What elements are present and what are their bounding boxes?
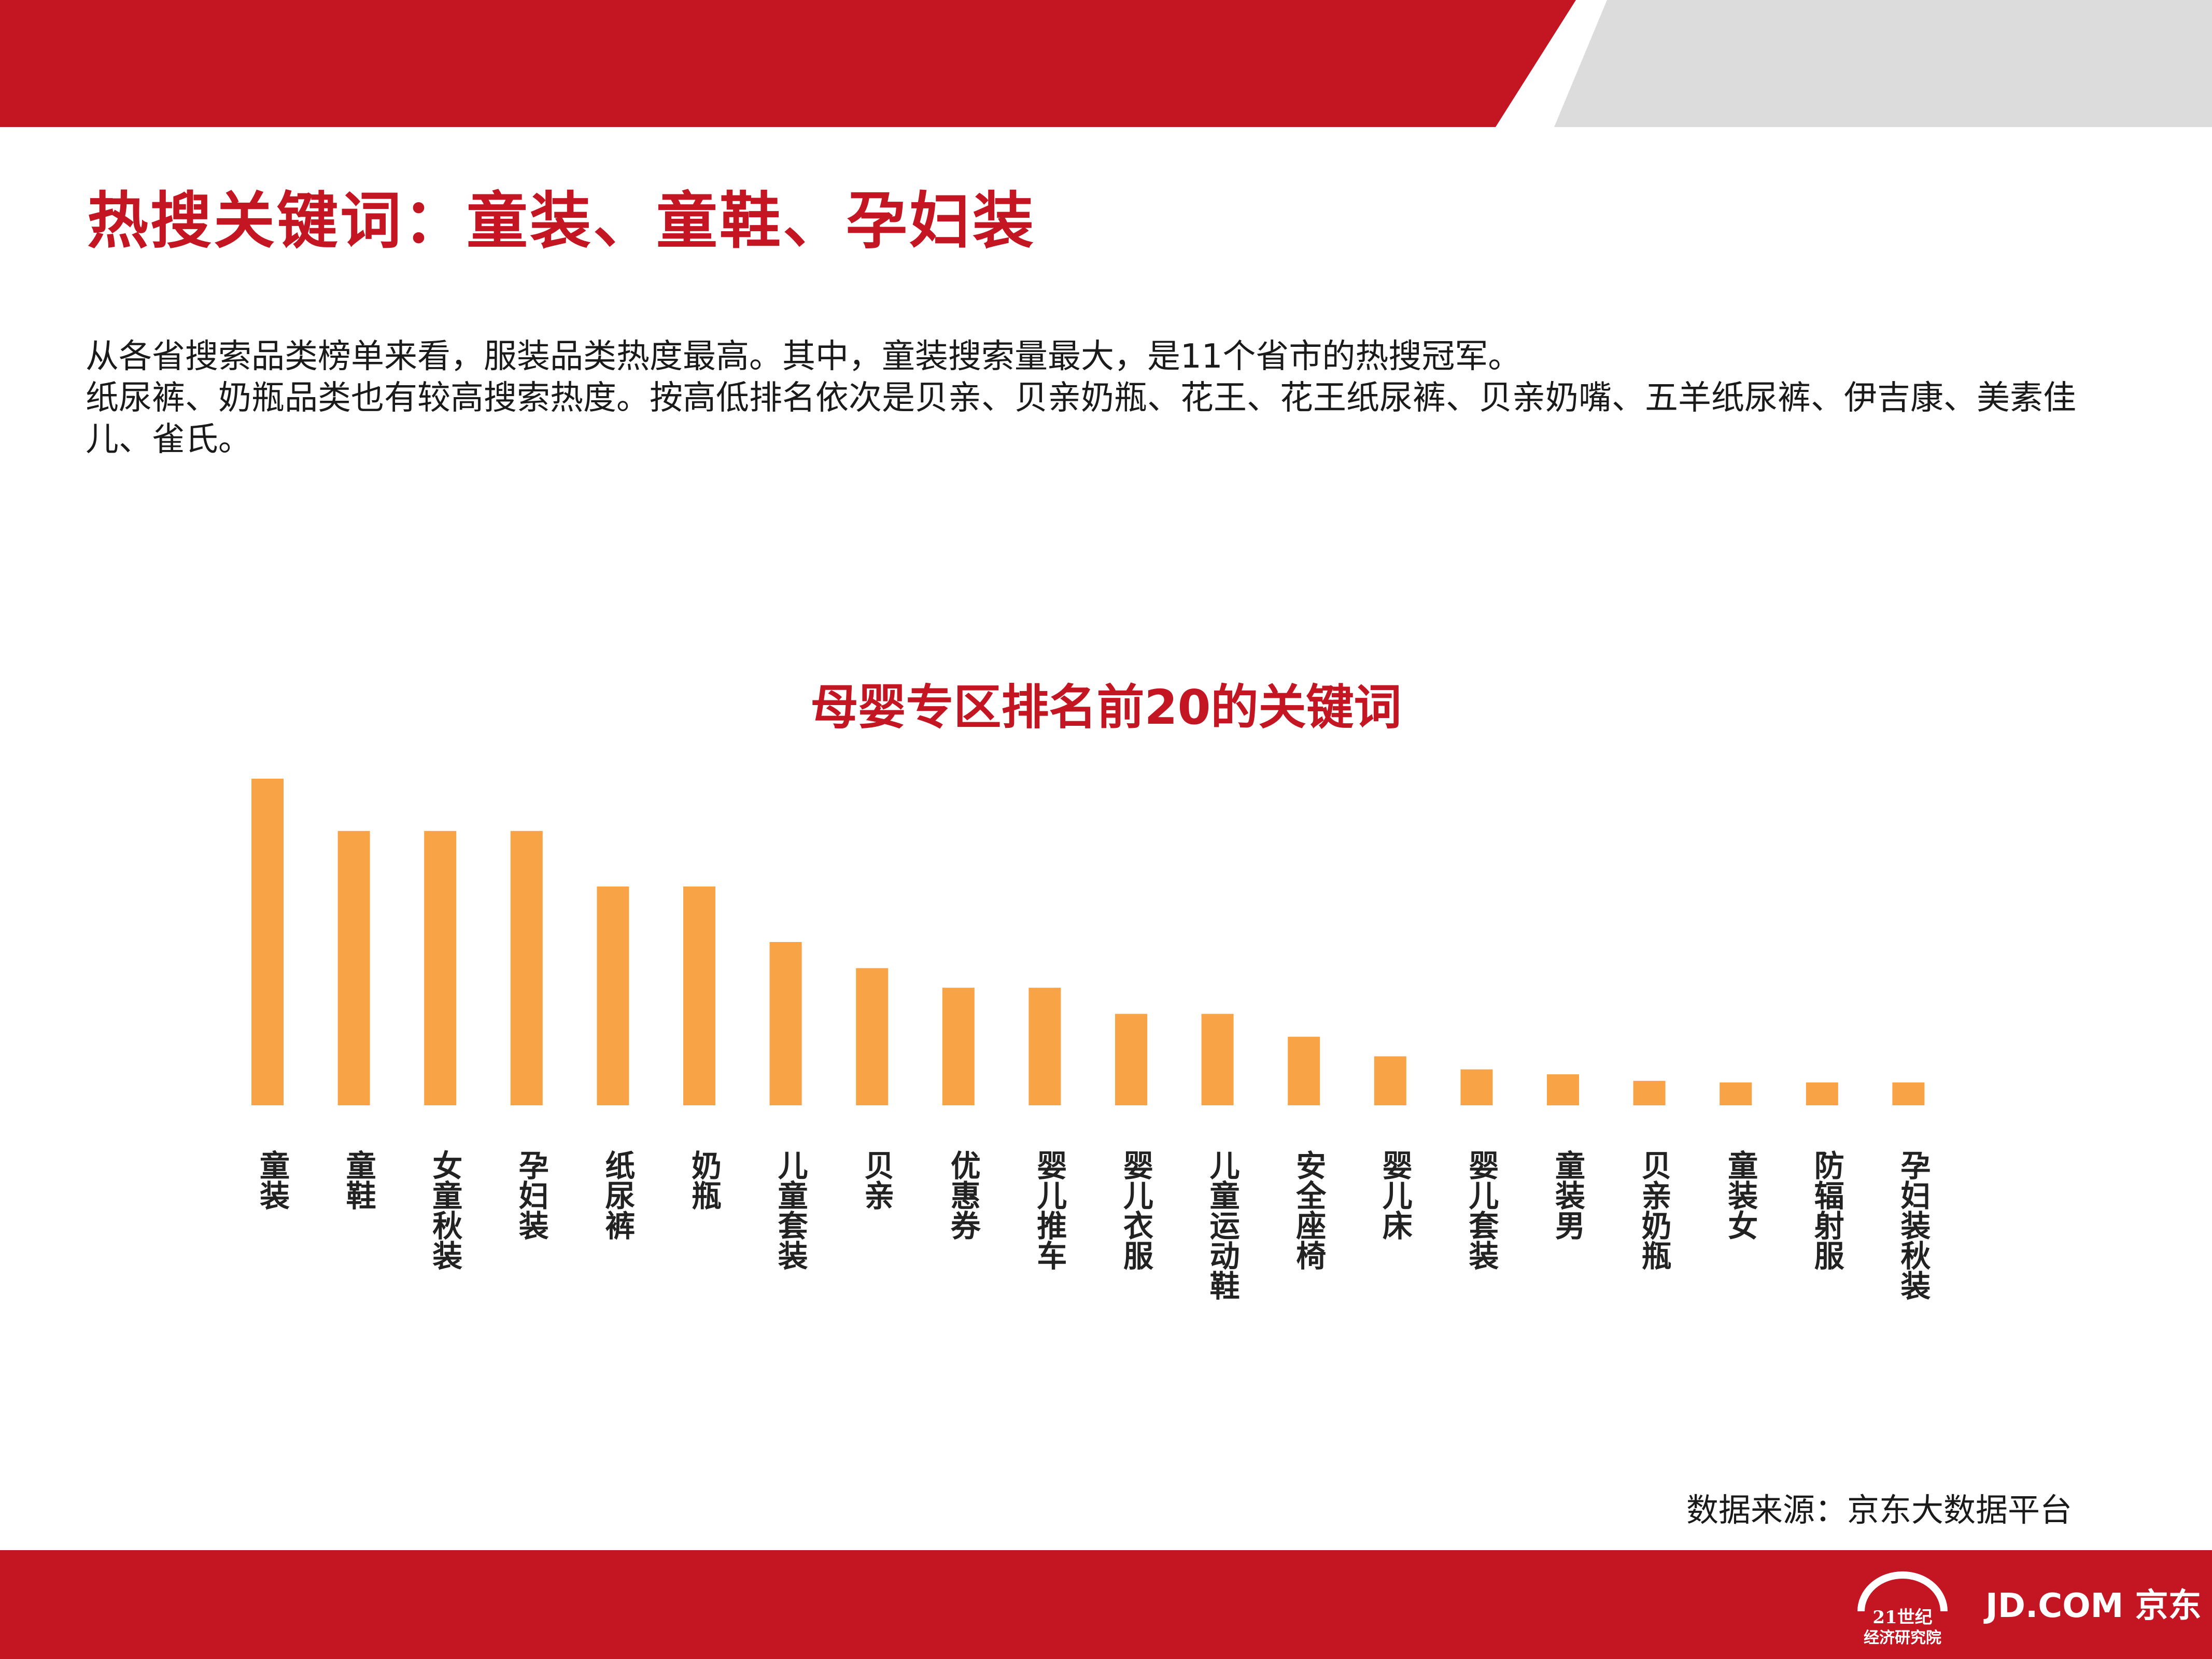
bar-chart bbox=[251, 779, 1925, 1106]
page-title: 热搜关键词：童装、童鞋、孕妇装 bbox=[87, 185, 1036, 257]
top-banner bbox=[0, 0, 2212, 127]
bar-label-12: 儿童运动鞋 bbox=[1204, 1150, 1240, 1300]
bar-13 bbox=[1288, 1036, 1320, 1105]
bar-2 bbox=[337, 831, 370, 1105]
bar-label-11: 婴儿衣服 bbox=[1118, 1150, 1153, 1270]
top-banner-gray bbox=[1554, 0, 2212, 127]
bar-16 bbox=[1547, 1074, 1579, 1106]
bar-label-1: 童装 bbox=[255, 1150, 290, 1210]
bar-10 bbox=[1028, 988, 1061, 1105]
summary-text: 从各省搜索品类榜单来看，服装品类热度最高。其中，童装搜索量最大，是11个省市的热… bbox=[86, 336, 2128, 460]
bar-label-2: 童鞋 bbox=[341, 1150, 376, 1210]
bar-4 bbox=[510, 831, 543, 1105]
bar-7 bbox=[769, 942, 802, 1105]
footer-bar bbox=[0, 1550, 2212, 1659]
bar-12 bbox=[1201, 1014, 1234, 1105]
bar-label-9: 优惠券 bbox=[945, 1150, 981, 1240]
summary-line-2: 纸尿裤、奶瓶品类也有较高搜索热度。按高低排名依次是贝亲、贝亲奶瓶、花王、花王纸尿… bbox=[86, 379, 2076, 459]
bar-label-14: 婴儿床 bbox=[1377, 1150, 1413, 1240]
jd-logo: JD.COM 京东 bbox=[1985, 1587, 2202, 1625]
bar-14 bbox=[1374, 1056, 1406, 1105]
bar-label-13: 安全座椅 bbox=[1291, 1150, 1327, 1270]
chart-title: 母婴专区排名前20的关键词 bbox=[810, 680, 1402, 735]
bar-label-6: 奶瓶 bbox=[686, 1150, 722, 1210]
bar-18 bbox=[1720, 1082, 1752, 1105]
bar-label-17: 贝亲奶瓶 bbox=[1636, 1150, 1672, 1270]
institute-logo: 21世纪 经济研究院 bbox=[1851, 1571, 1954, 1649]
bar-6 bbox=[683, 886, 715, 1105]
bar-label-10: 婴儿推车 bbox=[1032, 1150, 1067, 1270]
summary-line-1: 从各省搜索品类榜单来看，服装品类热度最高。其中，童装搜索量最大，是11个省市的热… bbox=[86, 338, 1521, 376]
bar-8 bbox=[856, 968, 889, 1105]
institute-logo-arc bbox=[1857, 1571, 1948, 1612]
institute-logo-line2: 经济研究院 bbox=[1864, 1629, 1941, 1647]
bar-20 bbox=[1892, 1082, 1925, 1105]
bar-label-15: 婴儿套装 bbox=[1463, 1150, 1499, 1270]
bar-label-5: 纸尿裤 bbox=[600, 1150, 636, 1240]
bar-label-4: 孕妇装 bbox=[513, 1150, 549, 1240]
bar-label-3: 女童秋装 bbox=[427, 1150, 463, 1270]
data-source: 数据来源：京东大数据平台 bbox=[1686, 1491, 2072, 1529]
bar-19 bbox=[1806, 1082, 1838, 1105]
bar-label-7: 儿童套装 bbox=[772, 1150, 808, 1270]
bar-5 bbox=[597, 886, 629, 1105]
bar-label-18: 童装女 bbox=[1723, 1150, 1758, 1240]
bar-label-19: 防辐射服 bbox=[1809, 1150, 1844, 1270]
bar-15 bbox=[1460, 1069, 1493, 1105]
bar-label-16: 童装男 bbox=[1550, 1150, 1585, 1240]
bar-11 bbox=[1115, 1014, 1147, 1105]
top-banner-red bbox=[0, 0, 1576, 127]
bar-17 bbox=[1633, 1080, 1666, 1106]
institute-logo-line1: 21世纪 bbox=[1872, 1607, 1933, 1628]
bar-label-20: 孕妇装秋装 bbox=[1895, 1150, 1931, 1300]
bar-label-8: 贝亲 bbox=[859, 1150, 895, 1210]
bar-9 bbox=[942, 988, 975, 1105]
bar-1 bbox=[251, 779, 284, 1105]
bar-3 bbox=[424, 831, 457, 1105]
